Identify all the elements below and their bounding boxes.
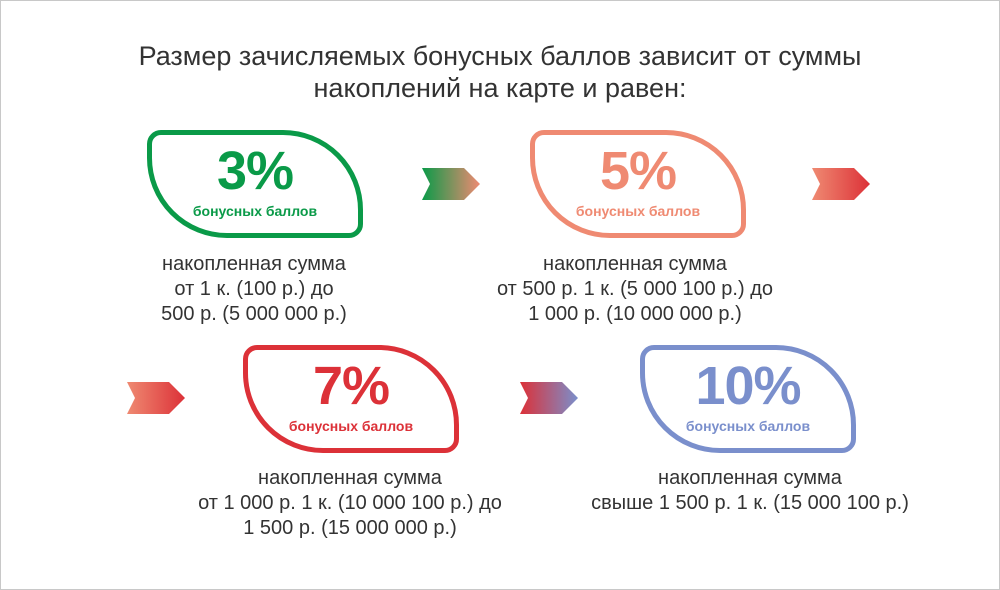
- bonus-condition-5-percent: накопленная сумма от 500 р. 1 к. (5 000 …: [465, 252, 805, 327]
- bonus-card-7-percent: 7% бонусных баллов: [243, 345, 459, 453]
- bonus-card-5-percent: 5% бонусных баллов: [530, 130, 746, 238]
- condition-line: от 500 р. 1 к. (5 000 100 р.) до: [497, 278, 773, 300]
- bonus-condition-10-percent: накопленная сумма свыше 1 500 р. 1 к. (1…: [555, 466, 945, 516]
- condition-line: 500 р. (5 000 000 р.): [161, 303, 347, 325]
- arrow-right-icon: [520, 382, 578, 414]
- condition-line: накопленная сумма: [258, 467, 442, 489]
- title-line-1: Размер зачисляемых бонусных баллов завис…: [138, 41, 862, 71]
- bonus-condition-7-percent: накопленная сумма от 1 000 р. 1 к. (10 0…: [160, 466, 540, 541]
- bonus-label: бонусных баллов: [288, 418, 414, 434]
- bonus-percent: 3%: [216, 141, 294, 201]
- bonus-condition-3-percent: накопленная сумма от 1 к. (100 р.) до 50…: [104, 252, 404, 327]
- bonus-label: бонусных баллов: [575, 203, 701, 219]
- condition-line: 1 500 р. (15 000 000 р.): [243, 517, 457, 539]
- arrow-right-icon: [422, 168, 480, 200]
- bonus-percent: 10%: [695, 356, 801, 416]
- page-title: Размер зачисляемых бонусных баллов завис…: [0, 40, 1000, 104]
- condition-line: от 1 к. (100 р.) до: [174, 278, 334, 300]
- condition-line: 1 000 р. (10 000 000 р.): [528, 303, 742, 325]
- bonus-percent: 5%: [599, 141, 677, 201]
- title-line-2: накоплений на карте и равен:: [313, 73, 687, 103]
- bonus-label: бонусных баллов: [192, 203, 318, 219]
- condition-line: от 1 000 р. 1 к. (10 000 100 р.) до: [198, 492, 502, 514]
- bonus-card-10-percent: 10% бонусных баллов: [640, 345, 856, 453]
- condition-line: накопленная сумма: [543, 253, 727, 275]
- bonus-label: бонусных баллов: [685, 418, 811, 434]
- arrow-right-icon: [127, 382, 185, 414]
- condition-line: накопленная сумма: [162, 253, 346, 275]
- bonus-card-3-percent: 3% бонусных баллов: [147, 130, 363, 238]
- arrow-right-icon: [812, 168, 870, 200]
- condition-line: накопленная сумма: [658, 467, 842, 489]
- condition-line: свыше 1 500 р. 1 к. (15 000 100 р.): [591, 492, 909, 514]
- bonus-percent: 7%: [312, 356, 390, 416]
